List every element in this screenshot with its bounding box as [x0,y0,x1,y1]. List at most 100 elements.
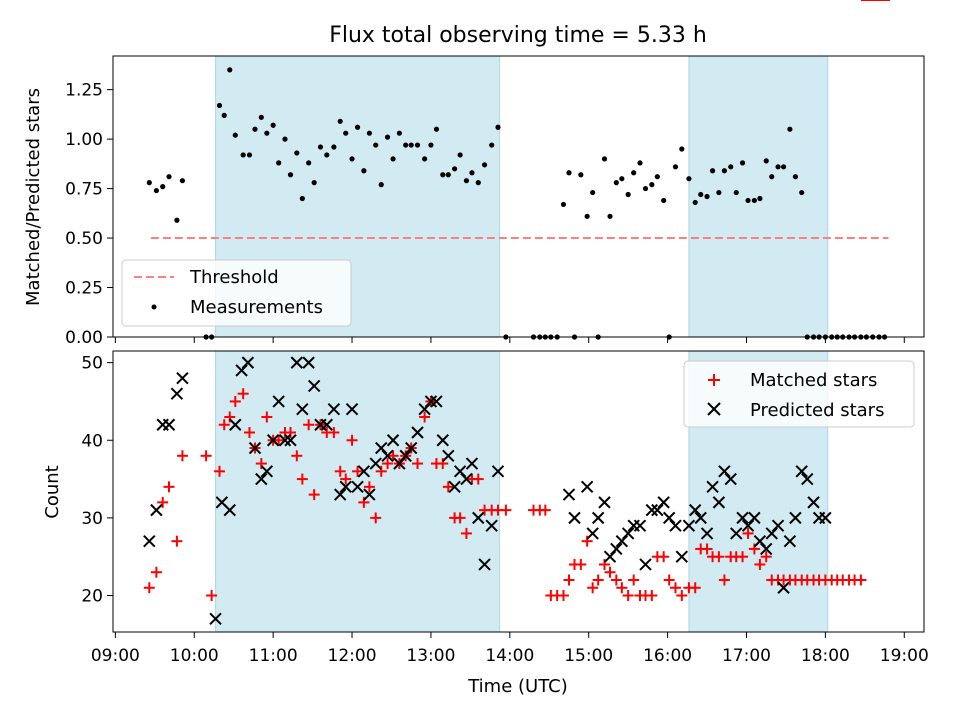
predicted-point [741,519,755,532]
predicted-point [229,418,242,431]
predicted-point [639,558,652,571]
measurement-point [469,170,475,176]
bottom-y-tick-label: 30 [81,509,103,529]
matched-point [285,427,297,439]
measurement-point [566,170,572,176]
predicted-point [248,441,262,455]
predicted-point [748,511,761,525]
measurement-point [672,164,679,170]
measurement-point [613,180,619,186]
matched-point [261,411,273,423]
measurement-point [366,130,372,136]
predicted-point [411,426,424,439]
predicted-point [320,418,334,431]
matched-point [437,458,449,470]
matched-point [308,489,320,501]
measurement-point [625,191,631,198]
measurement-point [153,187,159,194]
measurement-point [440,172,446,178]
measurement-point [146,180,152,186]
predicted-point [223,503,236,517]
matched-point [454,512,466,524]
top-y-tick-label: 0.25 [65,279,103,299]
x-tick-label: 17:00 [722,646,771,666]
predicted-point [591,511,605,525]
matched-point [663,574,675,586]
top-y-tick-label: 0.50 [65,229,103,249]
measurement-point [373,142,379,148]
measurement-point [792,174,799,180]
predicted-point [633,519,647,532]
predicted-point [662,511,676,525]
predicted-point [694,511,707,525]
measurement-point [232,132,238,138]
predicted-point [598,496,611,509]
predicted-point [375,441,388,455]
matched-point [143,582,155,594]
predicted-point [278,434,292,447]
predicted-point [689,503,702,517]
matched-point [157,496,169,508]
matched-point [340,473,352,485]
predicted-point [807,496,820,509]
bottom-panel: 20 30 40 50 09:00 10:00 11:00 12:00 13:00 14:00 1… [42,0,929,697]
measurement-point [489,142,495,148]
measurement-point [414,142,421,148]
matched-point [676,590,688,602]
measurement-point [240,152,246,158]
predicted-point [491,465,505,478]
legend-measurements-label: Measurements [190,297,323,318]
predicted-point [255,472,268,486]
matched-point [628,574,640,586]
bottom-y-tick-label: 50 [81,354,103,374]
predicted-point [436,434,449,447]
measurement-point [679,146,685,152]
matched-point [713,551,725,563]
predicted-point [753,534,767,548]
matched-point [855,574,867,586]
matched-point [737,551,749,563]
predicted-point [478,558,491,571]
predicted-point [724,472,737,486]
matched-point [206,590,218,602]
matched-point [375,465,387,477]
predicted-point [682,519,696,532]
predicted-point [418,403,431,416]
measurement-point [311,180,317,186]
measurement-point [775,164,781,170]
measurement-point [709,168,716,174]
x-tick-label: 12:00 [328,646,377,666]
matched-point [171,535,183,547]
predicted-point [771,519,785,532]
x-tick-label: 15:00 [564,646,613,666]
predicted-point [327,403,341,416]
matched-point [243,427,255,439]
predicted-stars-series [143,356,832,626]
predicted-point [209,612,222,626]
predicted-point [700,527,714,540]
predicted-point [580,480,594,494]
predicted-point [284,434,297,447]
measurement-point [721,168,728,174]
top-legend: Threshold Measurements [121,259,352,327]
matched-point [224,411,236,423]
legend-measurements-swatch [151,304,157,310]
predicted-point [351,480,364,494]
measurement-point [294,150,300,156]
predicted-point [302,356,315,369]
measurement-point [270,122,276,128]
measurement-point [451,166,458,172]
measurement-point [428,142,434,148]
matched-point [273,434,285,446]
measurement-point [751,197,757,204]
x-tick-label: 10:00 [170,646,219,666]
predicted-point [736,511,749,525]
predicted-point [669,519,682,532]
measurement-point [463,178,470,184]
predicted-point [357,465,371,478]
measurement-point [733,189,739,196]
predicted-point [819,511,832,525]
measurement-point [396,130,402,136]
matched-point [303,419,315,431]
predicted-point [675,550,689,563]
